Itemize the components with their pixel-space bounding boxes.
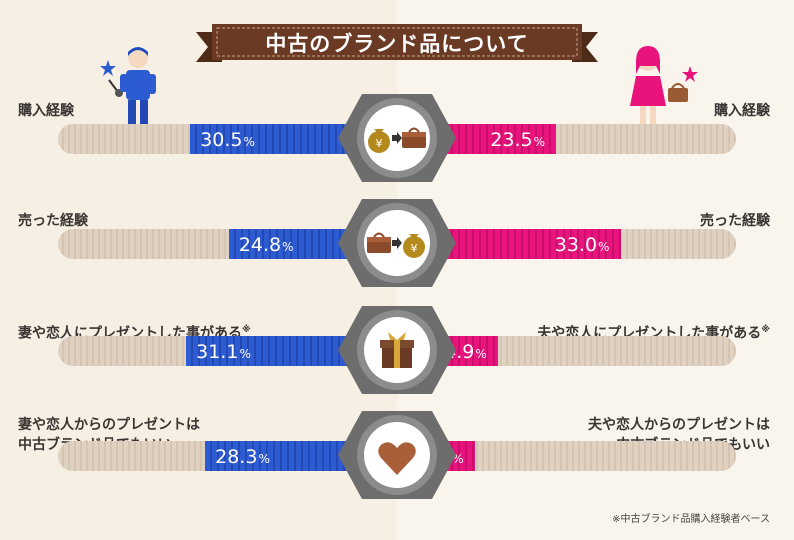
female-value-label: 23.5% — [490, 124, 545, 154]
male-row-label: 売った経験 — [18, 211, 88, 231]
male-value: 28.3 — [215, 446, 258, 468]
male-value-label: 28.3% — [215, 441, 270, 471]
unit: % — [258, 452, 270, 466]
male-row-label-line: 妻や恋人からのプレゼントは — [18, 417, 200, 433]
footnote: ※中古ブランド品購入経験者ベース — [612, 514, 770, 525]
unit: % — [452, 452, 464, 466]
title-banner: 中古のブランド品について — [196, 20, 598, 68]
unit: % — [475, 347, 487, 361]
bag-to-money-icon: ¥ — [367, 232, 425, 258]
female-row-label-text: 購入経験 — [714, 103, 770, 119]
money-to-bag-icon: ¥ — [368, 127, 426, 153]
male-value: 31.1 — [196, 341, 239, 363]
watch-face — [338, 306, 456, 394]
male-value: 30.5 — [200, 129, 243, 151]
male-value-label: 30.5% — [200, 124, 255, 154]
unit: % — [533, 135, 546, 149]
gift-box-icon — [380, 332, 414, 368]
male-value-label: 31.1% — [196, 336, 251, 366]
female-row-label: 売った経験 — [700, 211, 770, 231]
man-with-wand-icon — [100, 47, 156, 124]
unit: % — [282, 240, 294, 254]
female-value: 33.0 — [554, 234, 598, 256]
heart-icon — [378, 442, 416, 475]
female-value: 23.5 — [490, 129, 533, 151]
male-row-label-text: 購入経験 — [18, 103, 74, 119]
woman-with-bag-icon — [630, 46, 698, 124]
unit: % — [243, 135, 255, 149]
svg-text:¥: ¥ — [376, 137, 383, 150]
female-row-label-text: 売った経験 — [700, 213, 770, 229]
female-value-label: 33.0% — [555, 229, 610, 259]
female-row-label: 購入経験 — [714, 101, 770, 121]
note-mark: ※ — [242, 325, 251, 335]
svg-text:¥: ¥ — [411, 242, 418, 255]
unit: % — [239, 347, 251, 361]
banner-shape — [196, 24, 598, 62]
note-mark: ※ — [761, 325, 770, 335]
watch-face: ¥ — [338, 94, 456, 182]
male-value: 24.8 — [238, 234, 282, 256]
male-value-label: 24.8% — [239, 229, 294, 259]
watch-face — [338, 411, 456, 499]
female-row-label-line: 夫や恋人からのプレゼントは — [588, 417, 770, 433]
page-title: 中古のブランド品について — [265, 32, 529, 56]
unit: % — [598, 240, 610, 254]
male-row-label: 購入経験 — [18, 101, 74, 121]
male-row-label-text: 売った経験 — [18, 213, 88, 229]
watch-face: ¥ — [338, 199, 456, 287]
